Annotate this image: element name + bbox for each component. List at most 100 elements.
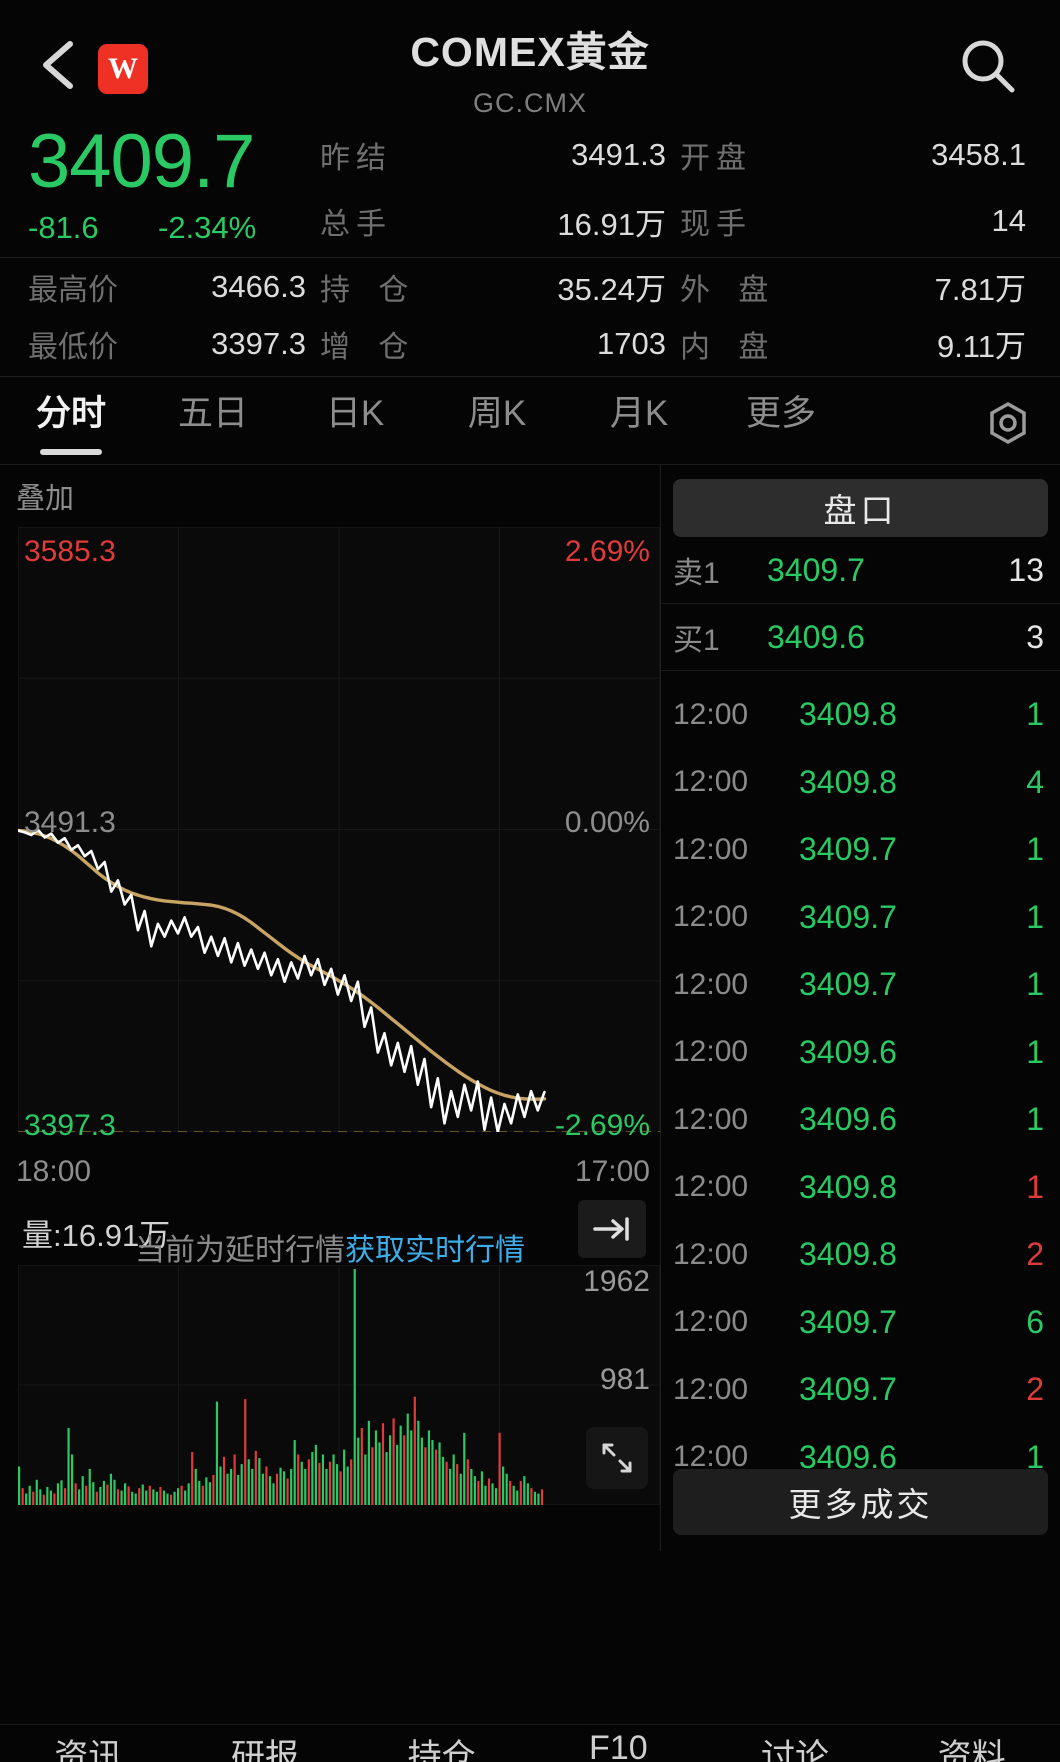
- bid-row-1[interactable]: 买1 3409.6 3: [661, 604, 1060, 671]
- tick-time: 12:00: [673, 832, 749, 866]
- quote-field-value: 16.91万: [557, 206, 666, 242]
- collapse-right-icon[interactable]: [578, 1200, 646, 1258]
- order-book-tab[interactable]: 盘口: [673, 479, 1048, 537]
- stat-value: 9.11万: [936, 329, 1026, 364]
- x-axis-end-time: 17:00: [574, 1155, 650, 1188]
- last-price: 3409.7: [28, 119, 255, 204]
- tab-weekly-k[interactable]: 周K: [467, 393, 527, 433]
- tick-time: 12:00: [673, 697, 749, 731]
- stat-value: 1703: [597, 325, 666, 361]
- stat-label: 持 仓: [320, 273, 419, 307]
- title-block: COMEX黄金 GC.CMX: [0, 18, 1060, 119]
- stat-low: 最低价 3397.3: [20, 322, 320, 366]
- tick-qty: 1: [1026, 1438, 1044, 1475]
- trade-tick-row[interactable]: 12:00 3409.7 1: [661, 884, 1060, 952]
- bottom-nav-item-discussion[interactable]: 讨论: [761, 1738, 830, 1762]
- overlay-toggle[interactable]: 叠加: [16, 483, 75, 515]
- bottom-nav-item-f10[interactable]: F10: [589, 1729, 648, 1762]
- tick-price: 3409.7: [799, 1371, 897, 1408]
- bottom-nav-item-news[interactable]: 资讯: [54, 1738, 123, 1762]
- search-icon[interactable]: [956, 34, 1020, 98]
- tick-price: 3409.7: [799, 966, 897, 1003]
- fullscreen-icon[interactable]: [586, 1427, 648, 1489]
- ask-row-1[interactable]: 卖1 3409.7 13: [661, 537, 1060, 604]
- intraday-price-chart[interactable]: [18, 527, 660, 1132]
- quote-field-current-volume: 现手 14: [680, 188, 1040, 254]
- trade-tick-row[interactable]: 12:00 3409.8 2: [661, 1221, 1060, 1289]
- trade-tick-list[interactable]: 12:00 3409.8 1 12:00 3409.8 4 12:00 3409.7 1 12:0…: [661, 681, 1060, 1491]
- tick-price: 3409.7: [799, 898, 897, 935]
- tab-five-day[interactable]: 五日: [177, 393, 248, 433]
- bottom-nav[interactable]: 资讯 研报 持仓 F10 讨论 资料: [0, 1724, 1060, 1762]
- quote-field-label: 开盘: [680, 142, 752, 175]
- main-content: 叠加 3585.3 2.69% 3491.3 0.00% 3397.3 -2.6…: [0, 464, 1060, 1551]
- stat-value: 7.81万: [934, 272, 1026, 307]
- tick-time: 12:00: [673, 1035, 749, 1069]
- tab-monthly-k[interactable]: 月K: [609, 393, 669, 433]
- more-trades-button[interactable]: 更多成交: [673, 1469, 1048, 1535]
- trade-tick-row[interactable]: 12:00 3409.6 1: [661, 1424, 1060, 1492]
- tick-qty: 2: [1026, 1371, 1044, 1408]
- tick-price: 3409.8: [799, 1236, 897, 1273]
- app-logo[interactable]: W: [98, 44, 148, 94]
- quote-field-total-volume: 总手 16.91万: [320, 188, 680, 254]
- delay-notice-link[interactable]: 获取实时行情: [345, 1234, 525, 1267]
- trade-tick-row[interactable]: 12:00 3409.6 1: [661, 1019, 1060, 1087]
- tick-qty: 1: [1026, 1033, 1044, 1070]
- tick-qty: 1: [1026, 1101, 1044, 1138]
- trade-tick-row[interactable]: 12:00 3409.8 4: [661, 749, 1060, 817]
- trade-tick-row[interactable]: 12:00 3409.7 1: [661, 816, 1060, 884]
- stat-open-interest: 持 仓 35.24万: [320, 264, 680, 309]
- volume-bar-chart[interactable]: [18, 1265, 660, 1505]
- x-axis-start-time: 18:00: [16, 1155, 92, 1188]
- trade-tick-row[interactable]: 12:00 3409.7 6: [661, 1289, 1060, 1357]
- tick-time: 12:00: [673, 900, 749, 934]
- stat-outer-volume: 外 盘 7.81万: [680, 264, 1040, 309]
- bottom-nav-item-research[interactable]: 研报: [231, 1738, 299, 1762]
- stat-value: 3397.3: [211, 325, 306, 361]
- price-change: -81.6: [28, 210, 99, 245]
- trade-tick-row[interactable]: 12:00 3409.8 1: [661, 681, 1060, 749]
- tab-more[interactable]: 更多: [745, 393, 816, 433]
- book-separator: [661, 671, 1060, 681]
- tick-time: 12:00: [673, 967, 749, 1001]
- stat-label: 内 盘: [680, 330, 779, 364]
- back-button[interactable]: [36, 38, 82, 92]
- bid-qty: 3: [1026, 618, 1044, 655]
- stat-open-interest-change: 增 仓 1703: [320, 322, 680, 366]
- tick-price: 3409.7: [799, 1303, 897, 1340]
- tick-time: 12:00: [673, 1102, 749, 1136]
- bottom-nav-item-profile[interactable]: 资料: [937, 1738, 1006, 1762]
- app-logo-letter: W: [108, 52, 138, 85]
- tick-qty: 2: [1026, 1236, 1044, 1273]
- y-axis-max-percent: 2.69%: [564, 535, 650, 568]
- tab-intraday[interactable]: 分时: [0, 377, 142, 465]
- quote-divider: [0, 257, 1060, 258]
- stat-value: 3466.3: [211, 268, 306, 304]
- stats-row: 最高价 3466.3 持 仓 35.24万 外 盘 7.81万: [20, 258, 1040, 315]
- bottom-nav-item-holdings[interactable]: 持仓: [407, 1738, 476, 1762]
- tick-time: 12:00: [673, 1237, 749, 1271]
- trade-tick-row[interactable]: 12:00 3409.7 1: [661, 951, 1060, 1019]
- tick-time: 12:00: [673, 1170, 749, 1204]
- delay-notice[interactable]: 当前为延时行情获取实时行情: [0, 1225, 660, 1269]
- tick-qty: 1: [1026, 966, 1044, 1003]
- tick-qty: 1: [1026, 831, 1044, 868]
- trade-tick-row[interactable]: 12:00 3409.8 1: [661, 1154, 1060, 1222]
- chart-panel[interactable]: 叠加 3585.3 2.69% 3491.3 0.00% 3397.3 -2.6…: [0, 465, 660, 1551]
- quote-field-value: 3491.3: [571, 137, 666, 172]
- trade-tick-row[interactable]: 12:00 3409.6 1: [661, 1086, 1060, 1154]
- tab-daily-k[interactable]: 日K: [325, 393, 385, 433]
- tick-price: 3409.6: [799, 1033, 897, 1070]
- settings-gear-icon[interactable]: [986, 401, 1030, 445]
- quote-summary: 3409.7 -81.6 -2.34% 昨结 3491.3 开盘 3458.1 …: [0, 122, 1060, 257]
- y-axis-max-price: 3585.3: [24, 535, 116, 568]
- tick-time: 12:00: [673, 1305, 749, 1339]
- chart-tab-bar: 分时 五日 日K 周K 月K 更多: [0, 376, 1060, 464]
- y-axis-mid-percent: 0.00%: [564, 806, 650, 839]
- volume-label: 量:16.91万: [22, 1218, 171, 1253]
- stat-label: 增 仓: [320, 330, 419, 364]
- stat-value: 35.24万: [557, 272, 666, 307]
- quote-field-label: 昨结: [320, 142, 392, 175]
- trade-tick-row[interactable]: 12:00 3409.7 2: [661, 1356, 1060, 1424]
